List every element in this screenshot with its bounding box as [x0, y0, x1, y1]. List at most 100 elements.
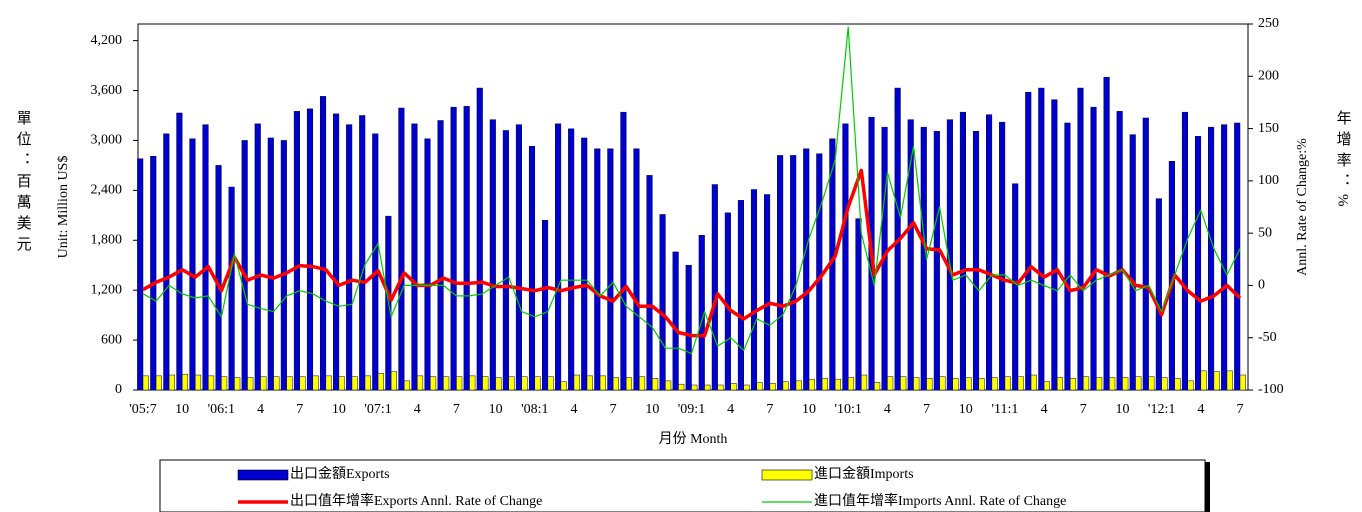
bar: [1083, 376, 1090, 391]
x-tick-label: '06:1: [208, 402, 235, 417]
y2-tick-label: 0: [1258, 278, 1265, 293]
bar: [202, 124, 209, 391]
bar: [1043, 381, 1050, 391]
bar: [168, 374, 175, 391]
bar: [808, 378, 815, 391]
bar: [965, 377, 972, 391]
bar: [319, 96, 327, 391]
x-tick-label: '05:7: [129, 402, 156, 417]
bar: [887, 376, 894, 391]
bar: [764, 194, 771, 391]
bar: [280, 140, 287, 391]
x-tick-label: '10:1: [835, 402, 862, 417]
bar: [639, 376, 646, 391]
bar: [1194, 136, 1202, 391]
bar: [1239, 374, 1246, 391]
bar: [581, 137, 588, 391]
bar: [1017, 376, 1024, 391]
bar: [508, 376, 515, 391]
x-tick-label: 10: [175, 402, 189, 417]
bar: [495, 377, 502, 391]
bar: [1030, 374, 1037, 391]
bar: [685, 264, 692, 391]
y2-label-zh: 年增率：%: [1335, 110, 1352, 213]
bar: [737, 200, 744, 391]
y-label-zh: 單位：百萬美元: [15, 110, 32, 257]
bar: [659, 214, 666, 391]
bar: [424, 138, 431, 391]
x-tick-label: 4: [570, 402, 577, 417]
bar: [150, 156, 157, 391]
bar: [430, 376, 437, 391]
bar: [247, 377, 254, 391]
y-tick-label: 4,200: [91, 33, 123, 48]
bar: [959, 111, 967, 391]
bar: [482, 376, 489, 391]
y2-tick-label: -100: [1258, 382, 1284, 397]
x-tick-label: '12:1: [1148, 402, 1175, 417]
x-tick-label: 4: [884, 402, 891, 417]
bar: [377, 373, 384, 391]
bar: [1038, 87, 1045, 391]
bar: [189, 138, 196, 391]
line: [142, 26, 1241, 354]
y2-tick-label: 50: [1258, 225, 1272, 240]
bar: [1103, 76, 1110, 391]
legend-label: 出口金額Exports: [290, 466, 390, 482]
x-tick-label: 4: [727, 402, 734, 417]
bar: [586, 375, 593, 391]
legend-swatch: [761, 469, 813, 481]
bar: [842, 123, 849, 391]
bar: [821, 378, 828, 391]
bar: [194, 374, 202, 391]
bar: [1077, 87, 1084, 391]
bar: [861, 374, 868, 391]
y-tick-label: 1,200: [91, 282, 123, 297]
legend-label: 出口值年增率Exports Annl. Rate of Change: [290, 492, 542, 509]
bar: [1064, 122, 1071, 391]
bar: [743, 384, 750, 391]
bar: [594, 148, 601, 391]
bar: [228, 186, 235, 391]
bar: [234, 377, 241, 391]
x-tick-label: 10: [959, 402, 973, 417]
bar: [456, 376, 463, 391]
bar: [163, 133, 170, 391]
bar: [417, 375, 424, 391]
x-tick-label: 10: [645, 402, 659, 417]
bar: [620, 111, 627, 391]
bar: [560, 381, 567, 391]
bar: [299, 376, 306, 391]
bar: [1025, 91, 1032, 391]
bar: [208, 375, 215, 391]
x-tick-label: 7: [453, 402, 460, 417]
bar: [1187, 380, 1194, 391]
bar: [1051, 99, 1058, 391]
y-tick-label: 3,000: [91, 133, 123, 148]
x-tick-label: 10: [1115, 402, 1129, 417]
bar: [181, 373, 189, 391]
x-tick-label: '08:1: [521, 402, 548, 417]
bar: [717, 384, 724, 391]
bar: [926, 378, 933, 391]
bar: [1122, 377, 1129, 391]
bar: [260, 376, 267, 391]
bar: [528, 146, 536, 391]
bar: [1135, 376, 1142, 391]
bar: [137, 158, 144, 391]
bar: [534, 376, 541, 391]
bar: [547, 376, 554, 391]
bar: [1056, 377, 1064, 391]
legend-box: [159, 459, 1206, 512]
x-tick-label: 4: [1197, 402, 1204, 417]
bar: [756, 382, 763, 391]
y-tick-label: 0: [115, 382, 122, 397]
bar: [633, 148, 640, 391]
legend-label: 進口金額Imports: [814, 466, 914, 482]
bar: [325, 375, 332, 391]
x-tick-label: 7: [1237, 402, 1244, 417]
bar: [999, 121, 1006, 391]
y-tick-label: 2,400: [91, 183, 123, 198]
x-tick-label: '11:1: [991, 402, 1018, 417]
bar: [665, 380, 672, 391]
